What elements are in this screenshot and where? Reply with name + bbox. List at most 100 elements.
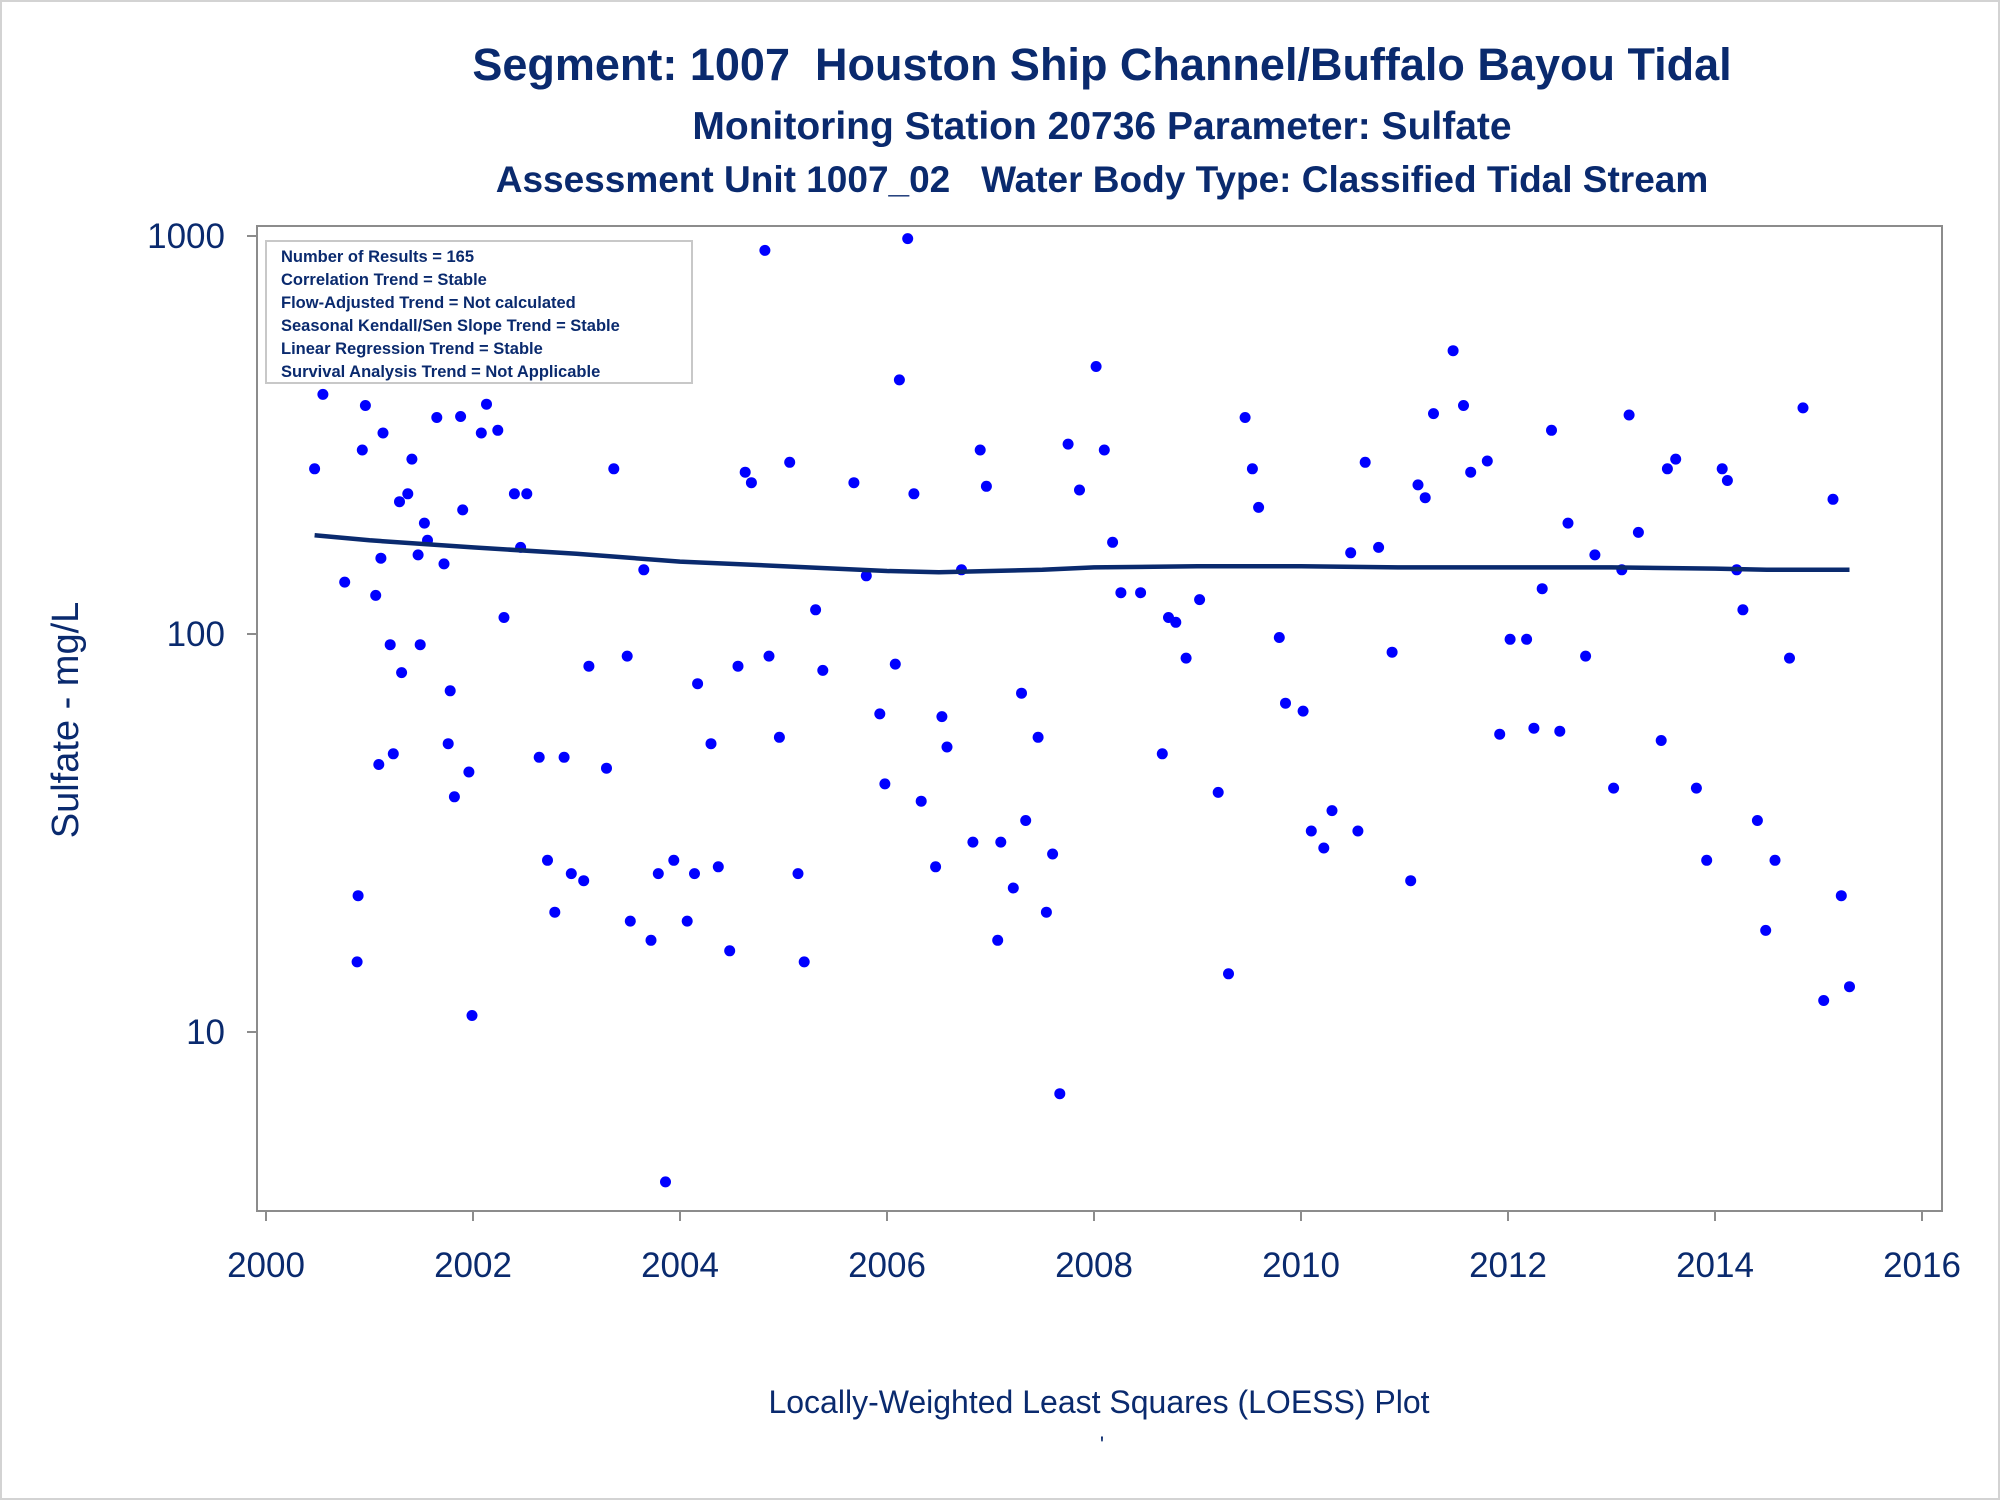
data-point bbox=[1737, 604, 1749, 616]
data-point bbox=[1494, 728, 1506, 740]
data-point bbox=[1062, 438, 1074, 450]
x-tick-label: 2000 bbox=[227, 1246, 305, 1285]
info-box: Number of Results = 165 Correlation Tren… bbox=[265, 240, 693, 384]
data-point bbox=[992, 934, 1004, 946]
x-tick-label: 2014 bbox=[1676, 1246, 1754, 1285]
data-point bbox=[1405, 875, 1417, 887]
data-point bbox=[1827, 493, 1839, 505]
data-point bbox=[1239, 412, 1251, 423]
data-point bbox=[1297, 705, 1309, 717]
data-point bbox=[578, 875, 590, 887]
info-line: Seasonal Kendall/Sen Slope Trend = Stabl… bbox=[281, 317, 620, 335]
data-point bbox=[601, 762, 612, 774]
data-point bbox=[1246, 463, 1258, 475]
x-tick-label: 2004 bbox=[641, 1246, 719, 1285]
data-point bbox=[396, 667, 408, 679]
data-point bbox=[475, 427, 487, 439]
footnote-mark: ' bbox=[1100, 1432, 1104, 1457]
data-point bbox=[384, 639, 396, 651]
info-box-border bbox=[265, 240, 693, 384]
data-point bbox=[915, 795, 927, 807]
data-point bbox=[1751, 815, 1763, 826]
x-tick-label: 2008 bbox=[1055, 1246, 1133, 1285]
data-point bbox=[1797, 402, 1809, 414]
chart-subtitle-2: Assessment Unit 1007_02 Water Body Type:… bbox=[496, 159, 1709, 200]
data-point bbox=[1580, 650, 1592, 662]
data-point bbox=[745, 477, 757, 489]
data-point bbox=[1032, 731, 1044, 743]
data-point bbox=[1223, 968, 1234, 980]
data-point bbox=[692, 678, 704, 690]
data-point bbox=[1412, 479, 1424, 491]
data-point bbox=[941, 741, 953, 753]
data-point bbox=[1655, 735, 1667, 746]
chart-title: Segment: 1007 Houston Ship Channel/Buffa… bbox=[472, 39, 1731, 90]
data-point bbox=[1818, 995, 1830, 1006]
data-point bbox=[481, 398, 492, 410]
data-point bbox=[660, 1176, 671, 1188]
data-point bbox=[1040, 906, 1052, 918]
data-point bbox=[1135, 587, 1147, 599]
data-point bbox=[414, 639, 426, 651]
data-point bbox=[817, 664, 829, 676]
data-point bbox=[463, 766, 475, 778]
data-point bbox=[1280, 697, 1291, 709]
data-point bbox=[521, 488, 533, 500]
data-point bbox=[309, 463, 321, 475]
data-point bbox=[373, 759, 385, 770]
data-point bbox=[1318, 842, 1330, 854]
data-point bbox=[724, 945, 736, 957]
data-point bbox=[339, 576, 351, 588]
data-point bbox=[1528, 722, 1540, 734]
data-point bbox=[418, 517, 430, 529]
data-point bbox=[1690, 782, 1702, 794]
data-point bbox=[712, 861, 724, 873]
info-line: Linear Regression Trend = Stable bbox=[281, 340, 543, 358]
data-point bbox=[1305, 825, 1317, 837]
data-point bbox=[763, 650, 775, 662]
data-point bbox=[492, 424, 504, 436]
data-point bbox=[1481, 455, 1493, 467]
y-tick-label: 1000 bbox=[147, 217, 225, 256]
y-tick-label: 100 bbox=[167, 615, 225, 654]
data-point bbox=[1465, 466, 1477, 478]
data-point bbox=[798, 956, 810, 968]
data-point bbox=[668, 854, 680, 866]
data-point bbox=[377, 427, 389, 439]
data-point bbox=[1194, 594, 1206, 606]
data-point bbox=[652, 868, 664, 880]
data-point bbox=[784, 456, 796, 468]
data-point bbox=[1107, 536, 1119, 548]
data-point bbox=[558, 751, 570, 763]
data-point bbox=[583, 660, 595, 672]
info-line: Survival Analysis Trend = Not Applicable bbox=[281, 363, 600, 381]
data-point bbox=[565, 868, 577, 880]
data-point bbox=[412, 549, 424, 561]
data-point bbox=[1212, 786, 1224, 798]
data-point bbox=[773, 731, 785, 743]
data-point bbox=[1670, 453, 1682, 465]
x-tick-label: 2002 bbox=[434, 1246, 512, 1285]
x-tick-label: 2016 bbox=[1883, 1246, 1961, 1285]
data-point bbox=[438, 558, 450, 570]
data-point bbox=[810, 604, 822, 616]
data-point bbox=[375, 552, 387, 564]
data-point bbox=[444, 685, 456, 697]
data-point bbox=[431, 412, 443, 423]
x-tick-label: 2010 bbox=[1262, 1246, 1340, 1285]
data-point bbox=[1844, 981, 1855, 993]
data-point bbox=[406, 453, 418, 465]
plot-area bbox=[256, 225, 1943, 1212]
data-point bbox=[1632, 526, 1644, 538]
data-point bbox=[608, 463, 620, 475]
data-point bbox=[759, 244, 771, 256]
data-point bbox=[889, 658, 901, 670]
data-point bbox=[739, 466, 751, 478]
data-point bbox=[936, 711, 948, 723]
y-axis: 10 100 1000 bbox=[147, 217, 257, 1052]
data-point bbox=[1352, 825, 1364, 837]
data-point bbox=[1536, 583, 1548, 595]
data-points bbox=[309, 233, 1855, 1188]
